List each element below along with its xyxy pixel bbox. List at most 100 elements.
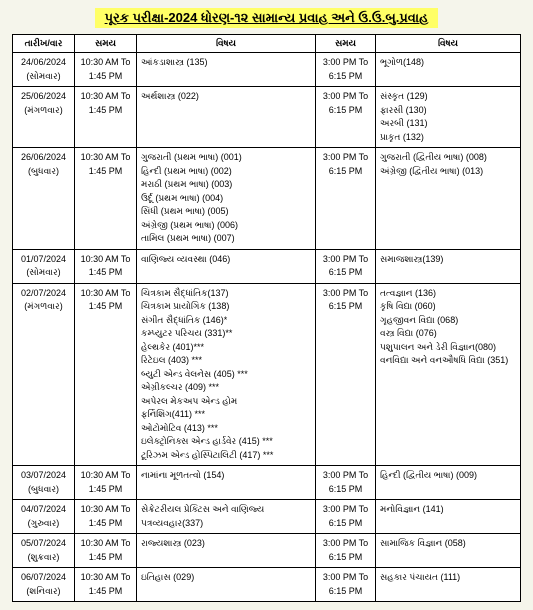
cell-line: 3:00 PM To xyxy=(320,537,371,551)
cell-line: 01/07/2024 xyxy=(17,253,70,267)
cell-subj2: ભૂગોળ(148) xyxy=(376,53,521,87)
cell-line: ચિત્રકામ પ્રાયોગિક (138) xyxy=(141,300,311,314)
cell-date: 02/07/2024(મંગળવાર) xyxy=(13,283,75,466)
cell-line: 3:00 PM To xyxy=(320,469,371,483)
cell-time1: 10:30 AM To1:45 PM xyxy=(75,249,137,283)
cell-line: સંસ્કૃત (129) xyxy=(380,90,516,104)
cell-line: 6:15 PM xyxy=(320,551,371,565)
table-row: 24/06/2024(સોમવાર)10:30 AM To1:45 PMઆંકડ… xyxy=(13,53,521,87)
cell-time1: 10:30 AM To1:45 PM xyxy=(75,148,137,250)
cell-line: મનોવિજ્ઞાન (141) xyxy=(380,503,516,517)
exam-schedule-table: તારીખ/વાર સમય વિષય સમય વિષય 24/06/2024(સ… xyxy=(12,34,521,602)
cell-line: (બુધવાર) xyxy=(17,483,70,497)
cell-subj2: સહકાર પંચાયત (111) xyxy=(376,568,521,602)
cell-time2: 3:00 PM To6:15 PM xyxy=(316,283,376,466)
cell-subj1: વાણિજ્ય વ્યવસ્થા (046) xyxy=(137,249,316,283)
cell-subj1: ઇતિહાસ (029) xyxy=(137,568,316,602)
cell-line: ટૂરિઝમ એન્ડ હોસ્પિટાલિટી (417) *** xyxy=(141,449,311,463)
page-title-wrap: પૂરક પરીક્ષા-2024 ધોરણ-૧૨ સામાન્ય પ્રવાહ… xyxy=(12,8,521,28)
cell-line: વસ્ત્ર વિદ્યા (076) xyxy=(380,327,516,341)
cell-line: (શનિવાર) xyxy=(17,585,70,599)
table-row: 03/07/2024(બુધવાર)10:30 AM To1:45 PMનામા… xyxy=(13,466,521,500)
cell-line: 1:45 PM xyxy=(79,585,132,599)
page-title: પૂરક પરીક્ષા-2024 ધોરણ-૧૨ સામાન્ય પ્રવાહ… xyxy=(95,8,439,28)
cell-line: 3:00 PM To xyxy=(320,571,371,585)
cell-subj2: મનોવિજ્ઞાન (141) xyxy=(376,500,521,534)
cell-date: 24/06/2024(સોમવાર) xyxy=(13,53,75,87)
table-row: 04/07/2024(ગુરુવાર)10:30 AM To1:45 PMસેક… xyxy=(13,500,521,534)
cell-line: અરબી (131) xyxy=(380,117,516,131)
cell-subj1: ચિત્રકામ સૈદ્ધાંતિક(137)ચિત્રકામ પ્રાયોગ… xyxy=(137,283,316,466)
cell-line: 6:15 PM xyxy=(320,165,371,179)
cell-line: 6:15 PM xyxy=(320,300,371,314)
table-row: 05/07/2024(શુક્રવાર)10:30 AM To1:45 PMરા… xyxy=(13,534,521,568)
cell-line: (સોમવાર) xyxy=(17,266,70,280)
cell-time1: 10:30 AM To1:45 PM xyxy=(75,283,137,466)
cell-line: અંગ્રેજી (દ્વિતીય ભાષા) (013) xyxy=(380,165,516,179)
cell-line: સામાજિક વિજ્ઞાન (058) xyxy=(380,537,516,551)
cell-line: ગૃહજીવન વિદ્યા (068) xyxy=(380,314,516,328)
cell-line: 3:00 PM To xyxy=(320,287,371,301)
cell-line: 24/06/2024 xyxy=(17,56,70,70)
cell-time1: 10:30 AM To1:45 PM xyxy=(75,500,137,534)
cell-subj2: હિન્દી (દ્વિતીય ભાષા) (009) xyxy=(376,466,521,500)
cell-line: નામાંના મૂળતત્વો (154) xyxy=(141,469,311,483)
cell-date: 04/07/2024(ગુરુવાર) xyxy=(13,500,75,534)
cell-time2: 3:00 PM To6:15 PM xyxy=(316,568,376,602)
table-row: 26/06/2024(બુધવાર)10:30 AM To1:45 PMગુજર… xyxy=(13,148,521,250)
cell-line: 1:45 PM xyxy=(79,300,132,314)
cell-time2: 3:00 PM To6:15 PM xyxy=(316,87,376,148)
cell-line: રાજ્યશાસ્ત્ર (023) xyxy=(141,537,311,551)
cell-line: 10:30 AM To xyxy=(79,287,132,301)
table-row: 25/06/2024(મંગળવાર)10:30 AM To1:45 PMઅર્… xyxy=(13,87,521,148)
cell-line: ઓટોમોટિવ (413) *** xyxy=(141,422,311,436)
cell-line: 6:15 PM xyxy=(320,483,371,497)
cell-line: તત્વજ્ઞાન (136) xyxy=(380,287,516,301)
cell-line: 6:15 PM xyxy=(320,517,371,531)
cell-line: 10:30 AM To xyxy=(79,151,132,165)
cell-line: 04/07/2024 xyxy=(17,503,70,517)
cell-time2: 3:00 PM To6:15 PM xyxy=(316,148,376,250)
cell-line: ઇલેક્ટ્રોનિક્સ એન્ડ હાર્ડવેર (415) *** xyxy=(141,435,311,449)
cell-line: 3:00 PM To xyxy=(320,151,371,165)
cell-subj1: સેક્રેટરીયલ પ્રેક્ટિસ અને વાણિજ્યપત્રવ્ય… xyxy=(137,500,316,534)
cell-time2: 3:00 PM To6:15 PM xyxy=(316,249,376,283)
cell-subj2: સમાજશાસ્ત્ર(139) xyxy=(376,249,521,283)
cell-line: હિન્દી (પ્રથમ ભાષા) (002) xyxy=(141,165,311,179)
cell-line: અંગ્રેજી (પ્રથમ ભાષા) (006) xyxy=(141,219,311,233)
cell-line: એગ્રીકલ્ચર (409) *** xyxy=(141,381,311,395)
cell-line: (મંગળવાર) xyxy=(17,104,70,118)
cell-line: 10:30 AM To xyxy=(79,253,132,267)
cell-line: 02/07/2024 xyxy=(17,287,70,301)
cell-line: 10:30 AM To xyxy=(79,469,132,483)
cell-line: પશુપાલન અને ડેરી વિજ્ઞાન(080) xyxy=(380,341,516,355)
cell-line: અર્થશાસ્ત્ર (022) xyxy=(141,90,311,104)
cell-line: હિન્દી (દ્વિતીય ભાષા) (009) xyxy=(380,469,516,483)
cell-subj1: રાજ્યશાસ્ત્ર (023) xyxy=(137,534,316,568)
cell-line: (મંગળવાર) xyxy=(17,300,70,314)
table-row: 06/07/2024(શનિવાર)10:30 AM To1:45 PMઇતિહ… xyxy=(13,568,521,602)
cell-line: 10:30 AM To xyxy=(79,90,132,104)
cell-line: 10:30 AM To xyxy=(79,503,132,517)
col-time1: સમય xyxy=(75,35,137,53)
cell-line: વનવિદ્યા અને વનઔષધિ વિદ્યા (351) xyxy=(380,354,516,368)
cell-line: મરાઠી (પ્રથમ ભાષા) (003) xyxy=(141,178,311,192)
cell-line: (ગુરુવાર) xyxy=(17,517,70,531)
cell-subj1: ગુજરાતી (પ્રથમ ભાષા) (001)હિન્દી (પ્રથમ … xyxy=(137,148,316,250)
cell-line: રિટેઇલ (403) *** xyxy=(141,354,311,368)
cell-line: 3:00 PM To xyxy=(320,90,371,104)
cell-date: 25/06/2024(મંગળવાર) xyxy=(13,87,75,148)
cell-line: 6:15 PM xyxy=(320,104,371,118)
cell-line: (બુધવાર) xyxy=(17,165,70,179)
col-time2: સમય xyxy=(316,35,376,53)
cell-line: ગુજરાતી (પ્રથમ ભાષા) (001) xyxy=(141,151,311,165)
cell-line: ઇતિહાસ (029) xyxy=(141,571,311,585)
cell-line: ભૂગોળ(148) xyxy=(380,56,516,70)
cell-line: સંગીત સૈદ્ધાંતિક (146)* xyxy=(141,314,311,328)
cell-subj2: ગુજરાતી (દ્વિતીય ભાષા) (008)અંગ્રેજી (દ્… xyxy=(376,148,521,250)
cell-line: ઉર્દૂ (પ્રથમ ભાષા) (004) xyxy=(141,192,311,206)
cell-date: 05/07/2024(શુક્રવાર) xyxy=(13,534,75,568)
cell-line: ચિત્રકામ સૈદ્ધાંતિક(137) xyxy=(141,287,311,301)
cell-line: 3:00 PM To xyxy=(320,56,371,70)
cell-line: તામિલ (પ્રથમ ભાષા) (007) xyxy=(141,232,311,246)
